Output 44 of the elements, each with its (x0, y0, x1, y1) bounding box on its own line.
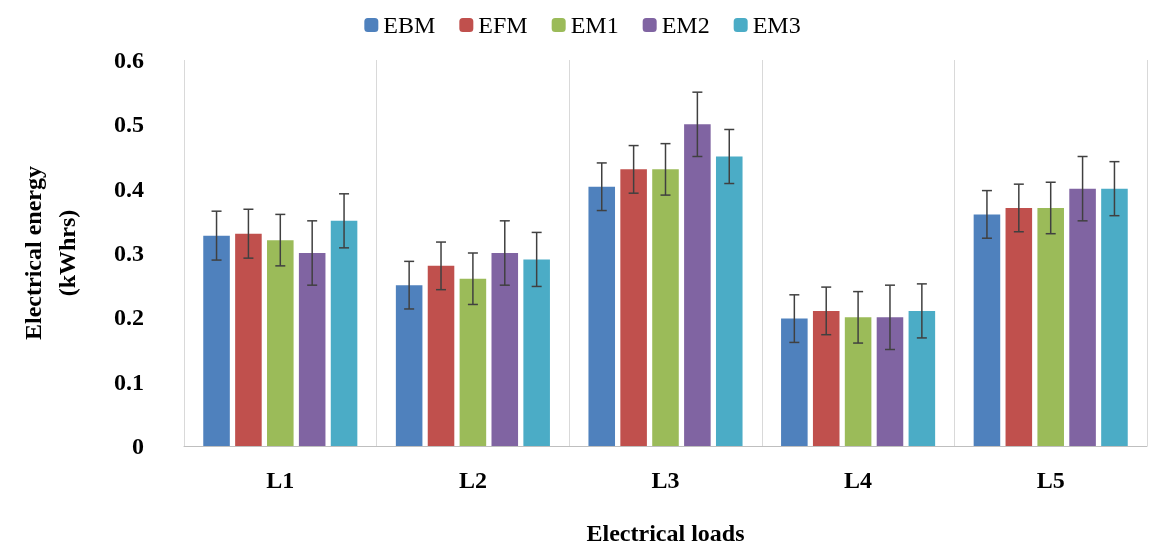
bar (1037, 207, 1064, 446)
bar (715, 156, 743, 446)
y-tick-label: 0.6 (114, 47, 144, 73)
x-tick-label: L1 (266, 467, 295, 493)
bar (330, 220, 358, 446)
y-tick-label: 0 (132, 433, 144, 459)
y-tick-label: 0.5 (114, 111, 144, 138)
bar (588, 186, 616, 446)
bar (459, 278, 487, 446)
bar (1101, 188, 1128, 446)
bar (844, 317, 872, 446)
bar (491, 253, 519, 446)
bar (267, 240, 294, 446)
legend-label: EM1 (570, 12, 619, 38)
bar (620, 169, 647, 446)
bar (298, 253, 326, 446)
y-tick-label: 0.2 (114, 304, 144, 331)
legend-label: EBM (383, 12, 436, 38)
x-tick-label: L4 (844, 467, 873, 493)
bar (1069, 188, 1096, 446)
bar (235, 233, 262, 446)
legend-label: EFM (478, 12, 528, 38)
bar (652, 169, 679, 446)
bar (203, 235, 230, 446)
y-tick-label: 0.3 (114, 240, 144, 266)
bar (684, 124, 711, 446)
y-tick-label: 0.4 (114, 175, 144, 202)
bar (1005, 207, 1033, 446)
y-axis-title: Electrical energy (kWhrs) (20, 166, 80, 340)
bar (908, 310, 936, 446)
bar (427, 265, 455, 446)
legend-label: EM3 (752, 12, 801, 38)
bar (812, 310, 840, 446)
x-axis-title: Electrical loads (586, 520, 745, 546)
x-tick-label: L2 (458, 467, 487, 493)
bar (395, 285, 423, 446)
legend-label: EM2 (661, 12, 710, 38)
bar (523, 259, 550, 446)
x-tick-label: L5 (1036, 467, 1065, 493)
bar (781, 318, 808, 446)
bar (876, 317, 904, 446)
x-tick-label: L3 (651, 467, 680, 493)
y-tick-label: 0.1 (114, 368, 144, 395)
bar (973, 214, 1001, 446)
